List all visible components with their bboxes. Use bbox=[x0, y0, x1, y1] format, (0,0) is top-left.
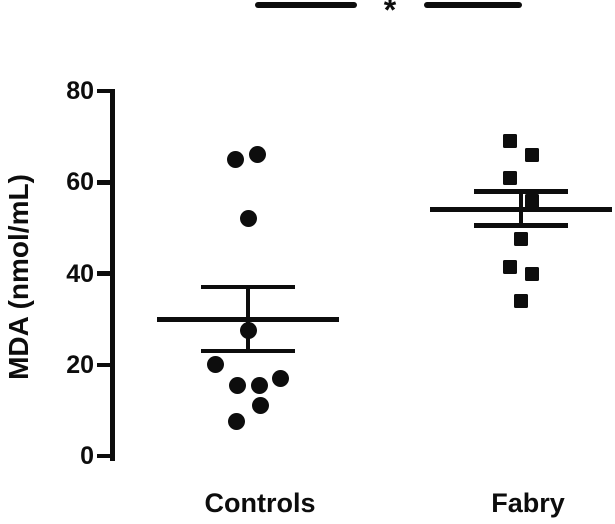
controls-data-point bbox=[228, 376, 246, 394]
y-axis-line bbox=[110, 89, 115, 461]
fabry-data-point bbox=[503, 170, 517, 185]
y-tick-label: 60 bbox=[66, 168, 94, 197]
y-tick-label: 20 bbox=[66, 350, 94, 379]
fabry-data-point bbox=[525, 147, 539, 162]
y-tick bbox=[97, 180, 110, 185]
y-tick-label: 40 bbox=[66, 259, 94, 288]
fabry-data-point bbox=[525, 193, 539, 208]
controls-data-point bbox=[239, 210, 257, 228]
controls-data-point bbox=[271, 369, 289, 387]
fabry-data-point bbox=[525, 266, 539, 281]
fabry-data-point bbox=[503, 259, 517, 274]
fabry-sem-cap-lower bbox=[474, 223, 568, 228]
controls-data-point bbox=[206, 356, 224, 374]
significance-line-right bbox=[424, 2, 522, 8]
controls-data-point bbox=[227, 413, 245, 431]
controls-data-point bbox=[250, 376, 268, 394]
y-tick bbox=[97, 453, 110, 459]
controls-sem-cap-lower bbox=[201, 348, 295, 354]
controls-data-point bbox=[251, 397, 269, 415]
significance-asterisk: * bbox=[383, 0, 397, 28]
controls-mean-line bbox=[157, 316, 339, 322]
fabry-data-point bbox=[514, 232, 528, 247]
y-axis-title: MDA (nmol/mL) bbox=[3, 174, 34, 380]
controls-data-point bbox=[248, 146, 266, 164]
significance-line-left bbox=[255, 2, 357, 8]
x-axis-label-fabry: Fabry bbox=[491, 488, 565, 518]
y-tick-label: 0 bbox=[80, 442, 94, 470]
y-tick bbox=[97, 271, 110, 276]
fabry-mean-line bbox=[430, 207, 612, 213]
x-axis-label-controls: Controls bbox=[204, 488, 316, 518]
controls-data-point bbox=[239, 322, 257, 340]
y-tick-label: 80 bbox=[66, 77, 94, 105]
fabry-data-point bbox=[514, 293, 528, 308]
fabry-data-point bbox=[503, 134, 517, 149]
y-tick bbox=[97, 362, 110, 367]
controls-data-point bbox=[226, 150, 244, 168]
y-tick bbox=[97, 88, 110, 94]
